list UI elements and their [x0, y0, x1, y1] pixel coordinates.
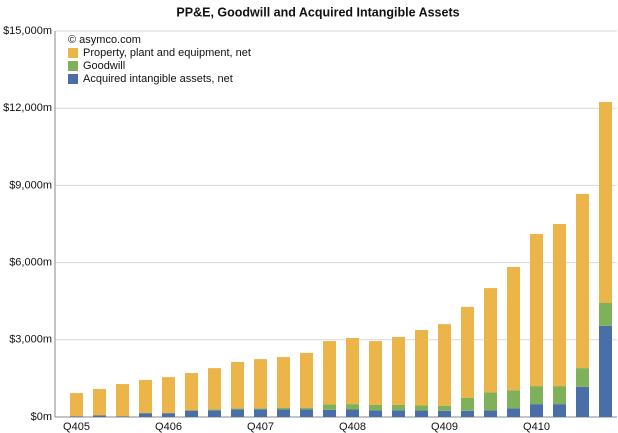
legend-label: Property, plant and equipment, net — [83, 47, 251, 59]
bar-segment — [323, 341, 336, 405]
bar-segment — [208, 368, 221, 410]
bar-segment — [139, 379, 152, 414]
chart-title: PP&E, Goodwill and Acquired Intangible A… — [176, 5, 459, 19]
bar-segment — [162, 413, 175, 417]
legend-label: Goodwill — [83, 60, 125, 72]
bar-segment — [553, 404, 566, 417]
legend-swatch — [68, 61, 78, 71]
bar-segment — [507, 390, 520, 409]
bar-segment — [507, 266, 520, 391]
bar-segment — [323, 409, 336, 417]
bar-segment — [70, 416, 83, 417]
bar-segment — [530, 234, 543, 387]
bar-segment — [553, 386, 566, 405]
bar-segment — [576, 193, 589, 369]
bar-segment — [484, 410, 497, 417]
bar-segment — [438, 410, 451, 417]
bar-segment — [461, 410, 474, 417]
y-tick-label: $6,000m — [9, 257, 52, 269]
bar-segment — [599, 102, 612, 304]
bar-segment — [484, 288, 497, 393]
y-tick-label: $12,000m — [3, 102, 52, 114]
x-tick-label: Q410 — [523, 421, 550, 433]
bar-segment — [231, 409, 244, 417]
bar-segment — [392, 410, 405, 417]
bar-segment — [300, 409, 313, 417]
bar-segment — [369, 404, 382, 411]
bar-segment — [93, 388, 106, 416]
bar-segment — [116, 384, 129, 417]
bar-segment — [438, 324, 451, 406]
bar-segment — [300, 407, 313, 410]
bar-segment — [208, 410, 221, 417]
x-tick-label: Q408 — [339, 421, 366, 433]
bar-segment — [254, 359, 267, 409]
bar-segment — [185, 410, 198, 417]
bar-segment — [392, 404, 405, 411]
bar-segment — [346, 337, 359, 405]
bar-segment — [461, 306, 474, 398]
bar-segment — [392, 336, 405, 405]
bar-segment — [530, 404, 543, 417]
legend-label: Acquired intangible assets, net — [83, 73, 233, 85]
bar-segment — [415, 410, 428, 417]
bar-segment — [185, 372, 198, 411]
bar-segment — [346, 404, 359, 410]
bar-segment — [415, 405, 428, 411]
x-tick-label: Q405 — [63, 421, 90, 433]
bar-segment — [576, 368, 589, 387]
bar-segment — [300, 352, 313, 408]
bar-segment — [254, 409, 267, 417]
bar-segment — [70, 393, 83, 417]
bar-segment — [254, 408, 267, 410]
bar-segment — [369, 341, 382, 405]
bar-segment — [438, 405, 451, 411]
bar-segment — [277, 357, 290, 408]
bar-segment — [162, 377, 175, 414]
bar-segment — [139, 413, 152, 417]
bar-segment — [116, 416, 129, 417]
bar-segment — [576, 386, 589, 417]
y-tick-label: $0m — [31, 411, 52, 423]
bar-segment — [484, 392, 497, 411]
y-tick-label: $3,000m — [9, 334, 52, 346]
bar-segment — [415, 330, 428, 406]
legend-swatch — [68, 48, 78, 58]
bar-segment — [208, 409, 221, 411]
bar-segment — [369, 410, 382, 417]
x-tick-label: Q406 — [155, 421, 182, 433]
bar-segment — [530, 386, 543, 405]
legend-swatch — [68, 74, 78, 84]
x-tick-label: Q407 — [247, 421, 274, 433]
bar-segment — [323, 404, 336, 410]
bar-segment — [277, 407, 290, 410]
bar-segment — [599, 303, 612, 326]
bar-segment — [507, 408, 520, 417]
bar-segment — [461, 397, 474, 411]
bar-segment — [553, 224, 566, 387]
annotation: © asymco.com — [68, 34, 141, 46]
bar-segment — [231, 408, 244, 410]
bar-segment — [231, 361, 244, 409]
bar-segment — [93, 415, 106, 417]
bar-segment — [277, 409, 290, 417]
x-tick-label: Q409 — [431, 421, 458, 433]
bar-segment — [599, 325, 612, 417]
y-tick-label: $15,000m — [3, 25, 52, 37]
bar-segment — [346, 409, 359, 417]
y-tick-label: $9,000m — [9, 179, 52, 191]
